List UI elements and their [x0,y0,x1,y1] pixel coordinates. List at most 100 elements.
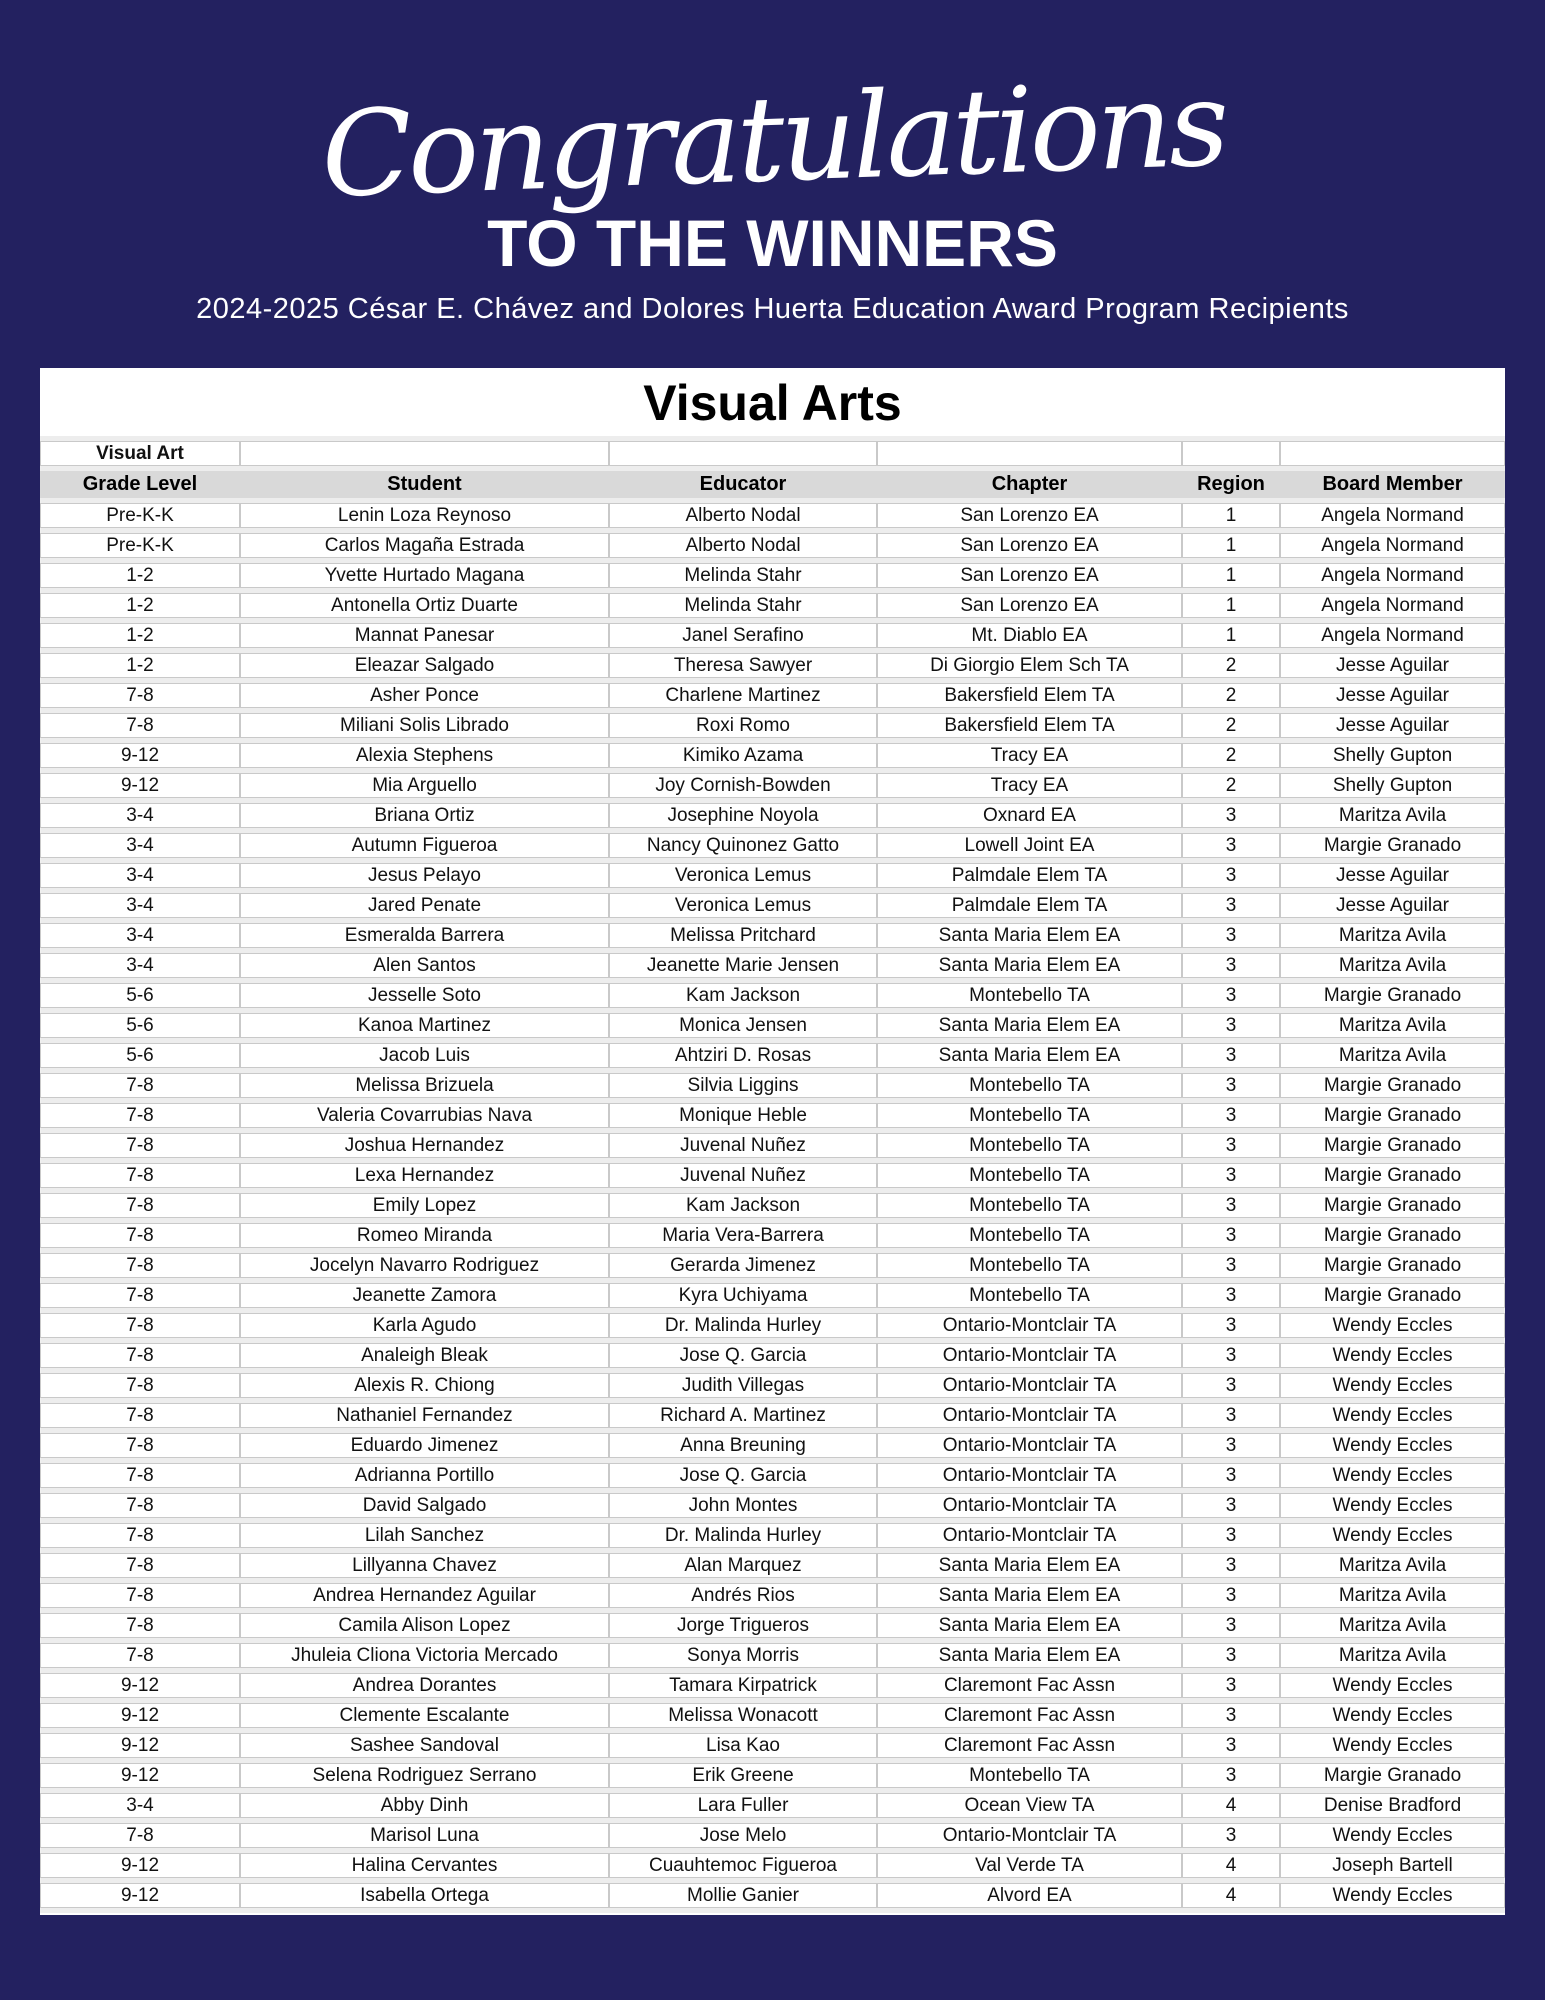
cell-student: Eduardo Jimenez [240,1432,609,1458]
award-program-subtitle: 2024-2025 César E. Chávez and Dolores Hu… [196,292,1349,325]
cell-educator: Josephine Noyola [609,802,877,828]
cell-chapter: Santa Maria Elem EA [877,1042,1182,1068]
cell-grade-level: 7-8 [40,1222,240,1248]
cell-chapter: Alvord EA [877,1882,1182,1908]
cell-student: Alen Santos [240,952,609,978]
cell-grade-level: 7-8 [40,1612,240,1638]
cell-region: 3 [1182,832,1280,858]
cell-region: 3 [1182,1342,1280,1368]
cell-region: 3 [1182,1462,1280,1488]
cell-region: 4 [1182,1882,1280,1908]
cell-region: 3 [1182,1732,1280,1758]
cell-chapter: Tracy EA [877,772,1182,798]
cell-board-member: Jesse Aguilar [1280,712,1505,738]
cell-board-member: Joseph Bartell [1280,1852,1505,1878]
table-row: Pre-K-K Lenin Loza Reynoso Alberto Nodal Sa… [40,502,1505,528]
cell-educator: Jose Melo [609,1822,877,1848]
table-row: 1-2 Mannat Panesar Janel Serafino Mt. Diabl… [40,622,1505,648]
cell-chapter: Mt. Diablo EA [877,622,1182,648]
cell-board-member: Angela Normand [1280,592,1505,618]
cell-student: Jhuleia Cliona Victoria Mercado [240,1642,609,1668]
cell-board-member: Margie Granado [1280,1162,1505,1188]
cell-region: 3 [1182,1762,1280,1788]
cell-educator: Monica Jensen [609,1012,877,1038]
table-row: 7-8 Adrianna Portillo Jose Q. Garcia Ontari… [40,1462,1505,1488]
cell-student: Karla Agudo [240,1312,609,1338]
cell-student: Melissa Brizuela [240,1072,609,1098]
cell-region: 3 [1182,1102,1280,1128]
cell-region: 1 [1182,622,1280,648]
cell-student: Miliani Solis Librado [240,712,609,738]
cell-grade-level: Pre-K-K [40,502,240,528]
cell-board-member: Wendy Eccles [1280,1882,1505,1908]
cell-chapter: Claremont Fac Assn [877,1702,1182,1728]
cell-region: 2 [1182,772,1280,798]
column-header-region: Region [1182,470,1280,498]
cell-student: Autumn Figueroa [240,832,609,858]
cell-chapter: Ocean View TA [877,1792,1182,1818]
cell-board-member: Angela Normand [1280,532,1505,558]
cell-educator: Nancy Quinonez Gatto [609,832,877,858]
cell-chapter: Montebello TA [877,1072,1182,1098]
cell-educator: Kyra Uchiyama [609,1282,877,1308]
cell-educator: Tamara Kirpatrick [609,1672,877,1698]
cell-grade-level: 3-4 [40,892,240,918]
cell-student: Kanoa Martinez [240,1012,609,1038]
table-row: 1-2 Antonella Ortiz Duarte Melinda Stahr Sa… [40,592,1505,618]
cell-grade-level: 7-8 [40,1432,240,1458]
cell-region: 3 [1182,1252,1280,1278]
table-row: 5-6 Jesselle Soto Kam Jackson Montebello TA… [40,982,1505,1008]
cell-board-member: Maritza Avila [1280,1012,1505,1038]
column-header-board-member: Board Member [1280,470,1505,498]
cell-educator: Kam Jackson [609,982,877,1008]
cell-student: Jeanette Zamora [240,1282,609,1308]
cell-chapter: San Lorenzo EA [877,502,1182,528]
cell-student: Isabella Ortega [240,1882,609,1908]
cell-region: 3 [1182,1192,1280,1218]
table-row: 3-4 Jesus Pelayo Veronica Lemus Palmdale El… [40,862,1505,888]
cell-student: Esmeralda Barrera [240,922,609,948]
cell-region: 3 [1182,1582,1280,1608]
cell-board-member: Jesse Aguilar [1280,862,1505,888]
cell-grade-level: 7-8 [40,1132,240,1158]
cell-student: Analeigh Bleak [240,1342,609,1368]
cell-board-member: Angela Normand [1280,622,1505,648]
cell-student: Mia Arguello [240,772,609,798]
visual-arts-table-card: Visual Arts Visual Art [40,367,1505,1915]
cell-region: 3 [1182,1372,1280,1398]
cell-region: 3 [1182,922,1280,948]
cell-educator: Sonya Morris [609,1642,877,1668]
cell-chapter: Santa Maria Elem EA [877,1012,1182,1038]
cell-board-member: Maritza Avila [1280,1612,1505,1638]
cell-educator: Monique Heble [609,1102,877,1128]
cell-student: Mannat Panesar [240,622,609,648]
cell-board-member: Wendy Eccles [1280,1312,1505,1338]
cell-region: 3 [1182,862,1280,888]
cell-grade-level: 9-12 [40,742,240,768]
cell-board-member: Margie Granado [1280,1762,1505,1788]
cell-board-member: Angela Normand [1280,562,1505,588]
cell-grade-level: 9-12 [40,1702,240,1728]
cell-student: Lilah Sanchez [240,1522,609,1548]
cell-grade-level: 7-8 [40,1192,240,1218]
cell-board-member: Wendy Eccles [1280,1822,1505,1848]
cell-grade-level: 5-6 [40,1012,240,1038]
table-row: 7-8 Jeanette Zamora Kyra Uchiyama Montebell… [40,1282,1505,1308]
table-row: 9-12 Mia Arguello Joy Cornish-Bowden Tracy … [40,772,1505,798]
table-row: 3-4 Esmeralda Barrera Melissa Pritchard San… [40,922,1505,948]
cell-educator: Lara Fuller [609,1792,877,1818]
cell-grade-level: 5-6 [40,982,240,1008]
cell-student: Sashee Sandoval [240,1732,609,1758]
cell-chapter: Ontario-Montclair TA [877,1822,1182,1848]
cell-region: 3 [1182,802,1280,828]
cell-region: 3 [1182,1672,1280,1698]
empty-cell [1280,440,1505,466]
table-title: Visual Arts [40,367,1505,436]
cell-chapter: Di Giorgio Elem Sch TA [877,652,1182,678]
cell-educator: Alan Marquez [609,1552,877,1578]
winners-table-body: Pre-K-K Lenin Loza Reynoso Alberto Nodal Sa… [40,502,1505,1908]
cell-grade-level: 3-4 [40,952,240,978]
table-row: 7-8 Camila Alison Lopez Jorge Trigueros San… [40,1612,1505,1638]
cell-grade-level: 7-8 [40,712,240,738]
table-row: 9-12 Sashee Sandoval Lisa Kao Claremont Fac… [40,1732,1505,1758]
